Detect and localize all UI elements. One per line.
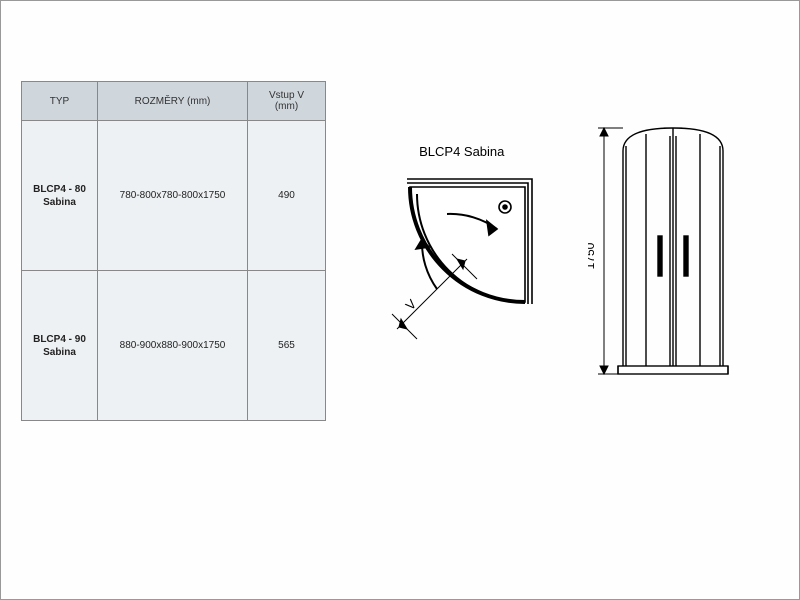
frontview-svg: 1750 <box>588 116 758 386</box>
cell-typ2-l1: BLCP4 - 90 <box>33 334 86 345</box>
cell-typ2-l2: Sabina <box>43 347 76 358</box>
frontview-diagram: 1750 <box>588 116 758 386</box>
cell-typ1-l2: Sabina <box>43 197 76 208</box>
height-label: 1750 <box>588 242 597 269</box>
col-header-v: Vstup V (mm) <box>248 82 326 121</box>
table-row: BLCP4 - 80 Sabina 780-800x780-800x1750 4… <box>22 121 326 271</box>
table-row: BLCP4 - 90 Sabina 880-900x880-900x1750 5… <box>22 271 326 421</box>
topview-diagram: BLCP4 Sabina <box>377 144 547 359</box>
cell-dims2: 880-900x880-900x1750 <box>98 271 248 421</box>
topview-svg: V <box>377 169 547 359</box>
v-label: V <box>402 296 419 313</box>
cell-v2: 565 <box>248 271 326 421</box>
cell-v1: 490 <box>248 121 326 271</box>
col-header-typ: TYP <box>22 82 98 121</box>
cell-dims1: 780-800x780-800x1750 <box>98 121 248 271</box>
cell-typ1-l1: BLCP4 - 80 <box>33 184 86 195</box>
topview-label: BLCP4 Sabina <box>419 144 504 159</box>
spec-table: TYP ROZMĚRY (mm) Vstup V (mm) BLCP4 - 80… <box>21 81 326 421</box>
col-header-dims: ROZMĚRY (mm) <box>98 82 248 121</box>
